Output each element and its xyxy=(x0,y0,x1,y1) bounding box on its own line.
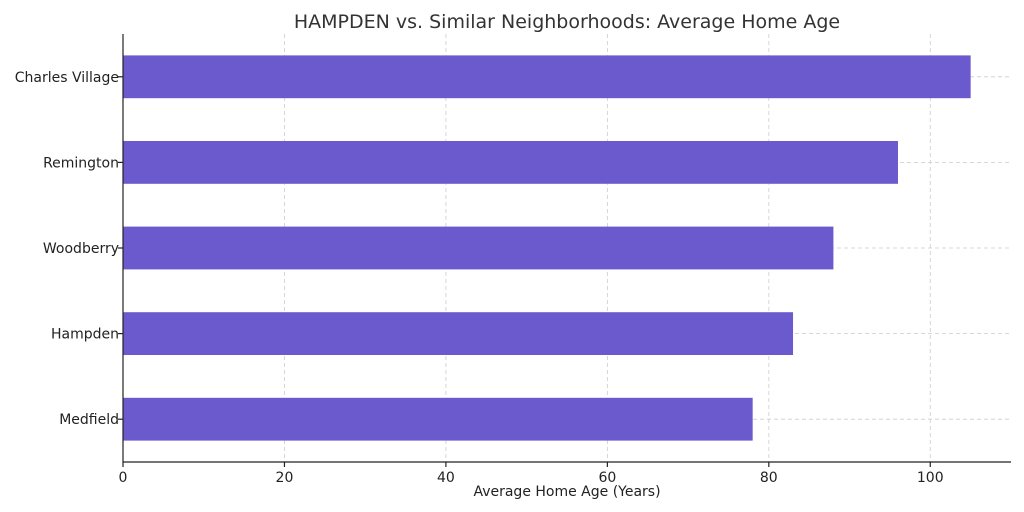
bar-charles-village xyxy=(123,55,971,99)
x-tick-label: 40 xyxy=(437,470,455,486)
x-tick-label: 100 xyxy=(917,470,944,486)
x-axis-label: Average Home Age (Years) xyxy=(473,484,660,500)
y-tick-label: Woodberry xyxy=(43,241,119,257)
x-tick-labels: 0 20 40 60 80 100 xyxy=(119,470,944,486)
bar-hampden xyxy=(123,312,794,355)
bar-woodberry xyxy=(123,226,834,270)
bars xyxy=(123,55,971,441)
bar-medfield xyxy=(123,397,753,441)
bar-remington xyxy=(123,141,898,184)
y-tick-label: Hampden xyxy=(51,327,119,343)
x-tick-label: 0 xyxy=(119,470,128,486)
x-tick-label: 20 xyxy=(276,470,294,486)
axes xyxy=(118,34,1011,467)
y-tick-label: Medfield xyxy=(59,412,119,428)
chart-title: HAMPDEN vs. Similar Neighborhoods: Avera… xyxy=(294,11,840,33)
y-tick-labels: Charles Village Remington Woodberry Hampden… xyxy=(15,70,119,428)
x-tick-label: 60 xyxy=(598,470,616,486)
x-tick-label: 80 xyxy=(760,470,778,486)
y-tick-label: Remington xyxy=(43,155,119,171)
y-tick-label: Charles Village xyxy=(15,70,119,86)
